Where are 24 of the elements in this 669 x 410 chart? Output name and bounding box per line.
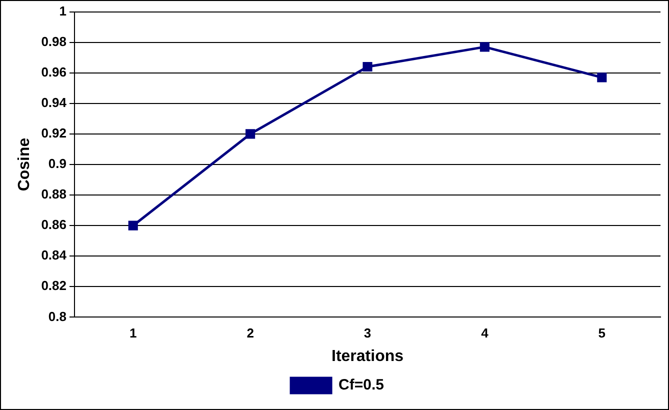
legend-label: Cf=0.5: [338, 376, 384, 394]
y-tick-label: 0.92: [41, 126, 66, 141]
y-tick-label: 0.96: [41, 64, 66, 80]
y-tick-label: 0.9: [48, 156, 66, 172]
x-tick-label: 3: [364, 326, 372, 341]
y-axis-title: Cosine: [16, 138, 34, 192]
point: [246, 129, 256, 139]
point: [362, 62, 372, 72]
y-tick-label: 0.88: [41, 186, 66, 202]
y-tick-label: 0.84: [41, 248, 68, 263]
x-tick-label: 5: [598, 326, 606, 341]
y-tick-label: 1: [59, 3, 66, 18]
y-tick-label: 0.98: [41, 34, 66, 49]
point: [128, 220, 138, 230]
x-tick-label: 1: [129, 326, 137, 341]
y-tick-label: 0.8: [48, 308, 66, 324]
x-tick-label: 4: [481, 326, 490, 341]
point: [480, 42, 490, 52]
x-tick-label: 2: [246, 326, 254, 341]
y-tick-label: 0.82: [41, 278, 66, 294]
y-tick-label: 0.86: [41, 217, 66, 232]
point: [597, 72, 607, 82]
x-axis-title: Iterations: [331, 348, 404, 365]
y-tick-label: 0.94: [41, 95, 68, 110]
